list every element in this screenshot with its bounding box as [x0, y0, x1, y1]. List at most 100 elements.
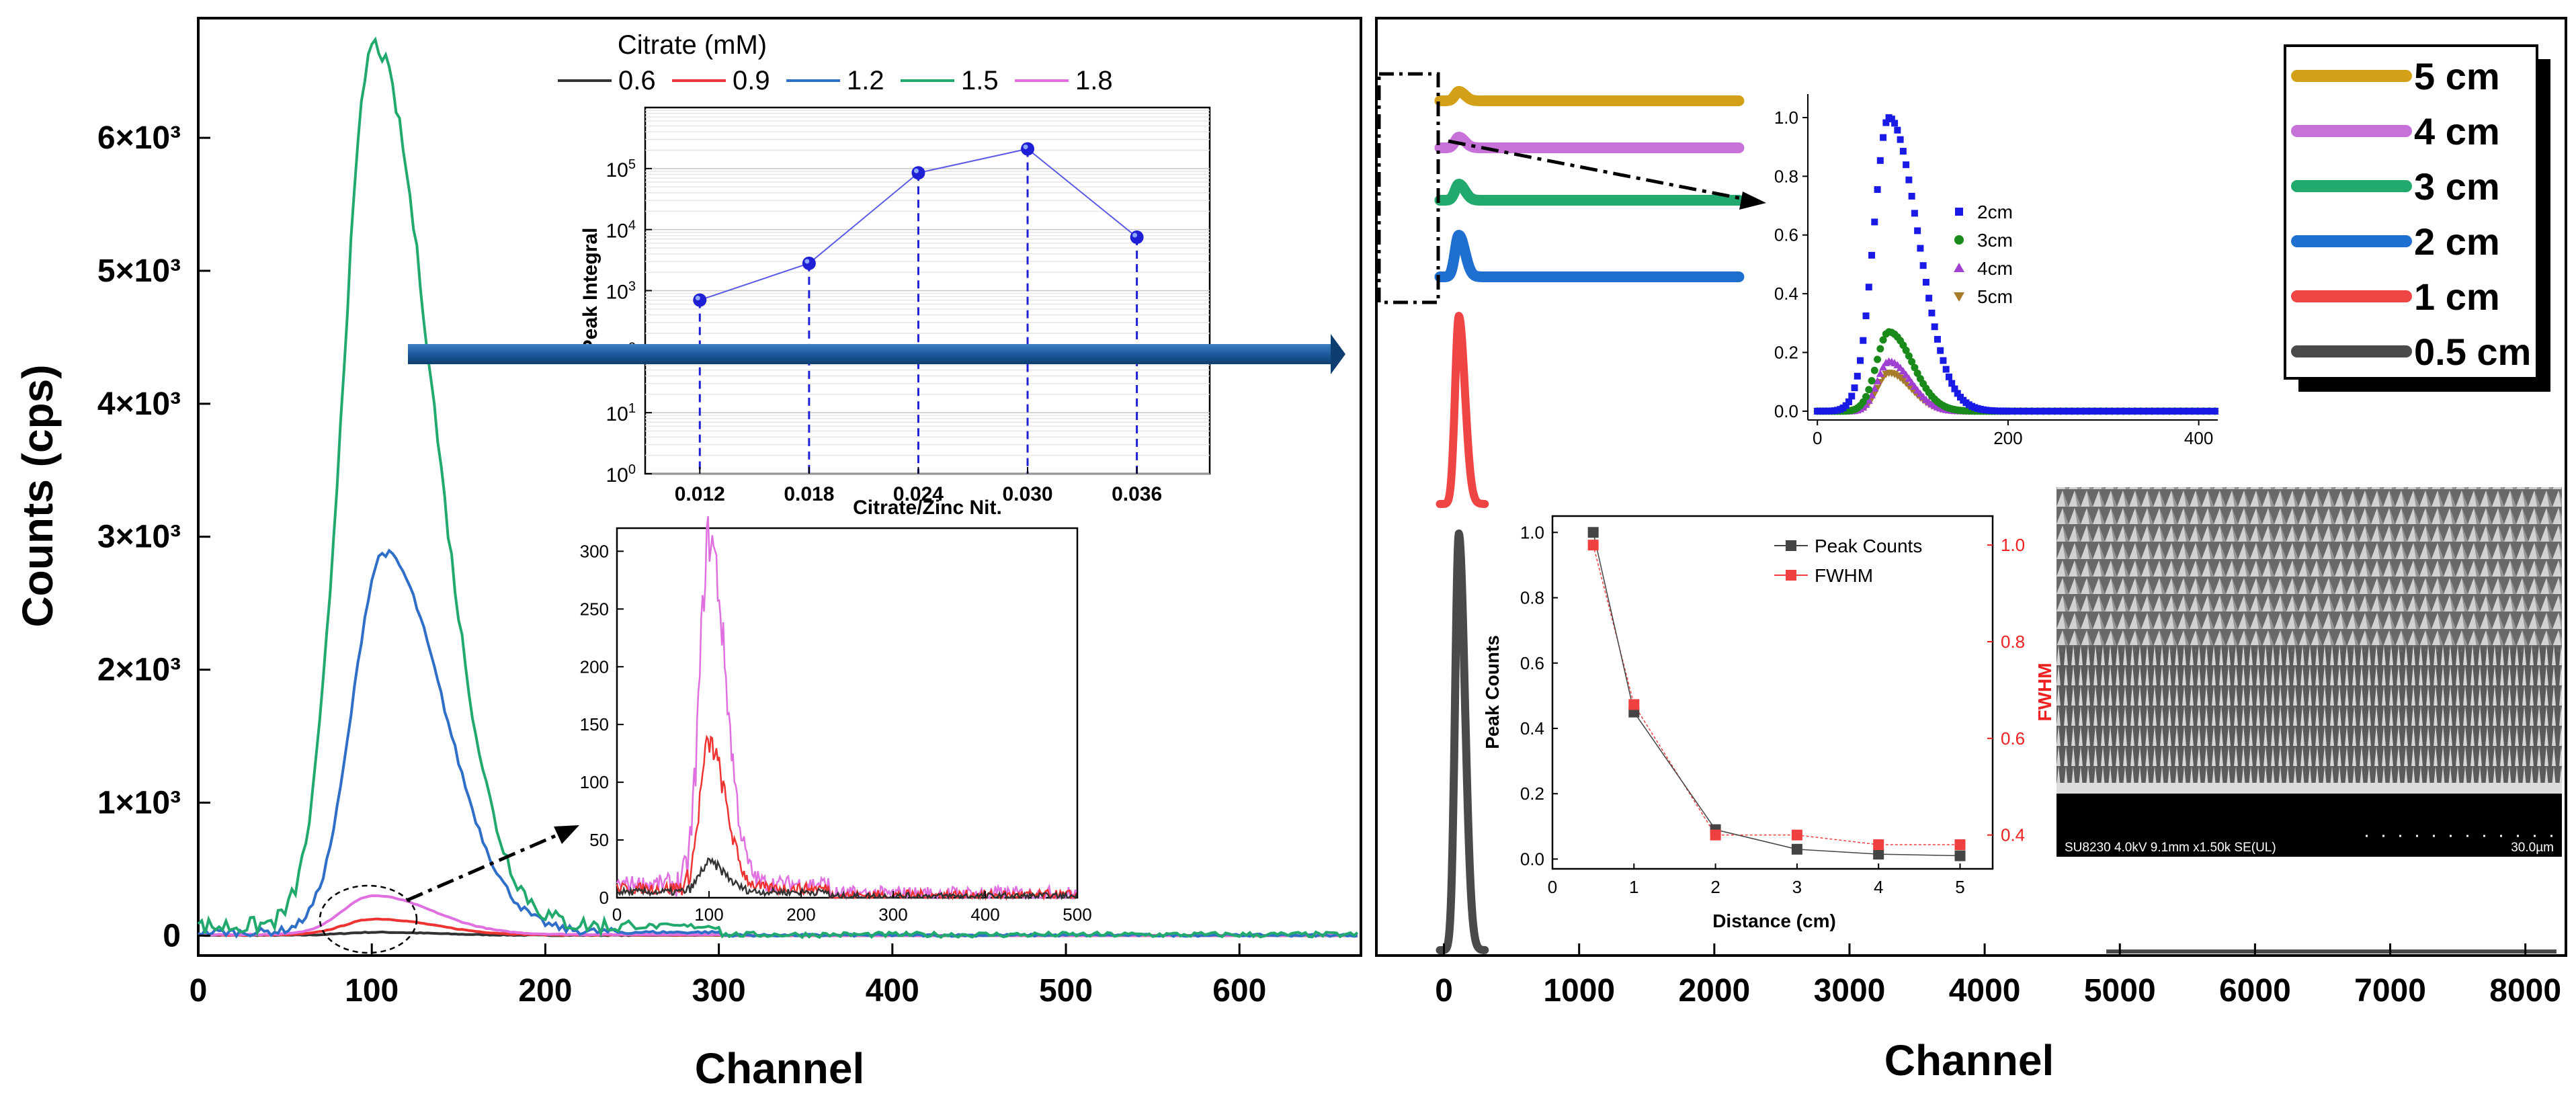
marker-2cm: [1922, 279, 1929, 286]
marker-3cm: [1879, 336, 1887, 344]
marker-2cm: [2034, 407, 2041, 415]
x-tick-label: 5: [1955, 877, 1964, 897]
legend-label-0.9: 0.9: [733, 66, 770, 95]
peak-counts-point: [1587, 527, 1599, 538]
marker-2cm: [1860, 337, 1867, 344]
left-main-axes: 0 100 200 300 400 500 60001×10³2×10³3×10³4×10³…: [97, 120, 1266, 1009]
marker-2cm: [2103, 407, 2110, 415]
x-tick-label: 0: [1813, 428, 1822, 448]
marker-2cm: [2040, 407, 2047, 415]
x-tick-label: 0.018: [784, 483, 834, 505]
x-tick-label: 0.036: [1112, 483, 1162, 505]
peak-integral-point: [1130, 230, 1144, 245]
marker-2cm: [2091, 407, 2098, 415]
peak-counts-point: [1954, 850, 1966, 861]
sem-caption: SU8230 4.0kV 9.1mm x1.50k SE(UL): [2065, 841, 2276, 855]
x-tick-label: 100: [345, 973, 399, 1009]
x-tick-label: 500: [1063, 904, 1091, 925]
x-tick-label: 1000: [1543, 973, 1615, 1009]
y-tick-label: 100: [606, 462, 636, 486]
right-main-xlabel: Channel: [1884, 1036, 2054, 1085]
offset-series-3cm: [1434, 179, 1745, 206]
y-tick-label: 104: [606, 218, 636, 243]
series-line-1.5: [197, 36, 1359, 939]
x-tick-label: 3000: [1814, 973, 1886, 1009]
peak-fwhm-ylabel: Peak Counts: [1482, 635, 1503, 749]
y-tick-label: 1.0: [1520, 522, 1544, 542]
marker-2cm: [1948, 380, 1956, 387]
marker-2cm: [2017, 407, 2024, 415]
marker-2cm: [2149, 407, 2156, 415]
marker-2cm: [1897, 136, 1904, 143]
peak-fwhm-inset: 0 1 2 3 4 5 0.0 0.2 0.4 0.6 0.8 1.0 0.4 0.6 0.8 1.0 Peak…: [1482, 515, 2055, 931]
marker-2cm: [1851, 384, 1858, 392]
x-tick-label: 4: [1874, 877, 1883, 897]
peak-fwhm-y2label: FWHM: [2034, 663, 2055, 721]
marker-4cm: [1864, 396, 1873, 404]
x-tick-label: 7000: [2354, 973, 2426, 1009]
marker-2cm: [2200, 407, 2207, 415]
y2-tick-label: 0.8: [2001, 632, 2025, 652]
marker-2cm: [1919, 262, 1927, 269]
marker-2cm: [2183, 407, 2190, 415]
marker-3cm: [1868, 377, 1876, 385]
x-tick-label: 100: [694, 904, 723, 925]
offset-series-2cm: [1434, 230, 1745, 282]
marker-2cm: [2165, 407, 2173, 415]
fwhm-line: [1592, 544, 1960, 845]
marker-3cm: [1876, 345, 1884, 353]
y-tick-label: 0.0: [1520, 849, 1544, 869]
marker-2cm: [2154, 407, 2161, 415]
marker-2cm: [2079, 407, 2087, 415]
y-tick-label: 0.6: [1774, 225, 1798, 245]
marker-2cm: [2097, 407, 2104, 415]
y2-tick-label: 0.4: [2001, 825, 2025, 845]
legend-label: 4cm: [1977, 258, 2013, 279]
point-highlight: [1132, 232, 1138, 238]
marker-3cm: [1902, 346, 1910, 354]
y-tick-label: 5×10³: [97, 253, 181, 289]
y-tick-label: 300: [580, 541, 609, 561]
peak-integral-point: [911, 166, 925, 180]
right-main-axes: 0 1000 2000 3000 4000 5000 6000 7000 8000: [1435, 943, 2561, 1009]
sem-scale: 30.0µm: [2511, 841, 2554, 855]
marker-2cm: [1917, 245, 1924, 252]
legend-label: 5cm: [1977, 286, 2013, 307]
y-tick-label: 0.8: [1774, 166, 1798, 186]
sem-image: SU8230 4.0kV 9.1mm x1.50k SE(UL) 30.0µm: [2056, 487, 2562, 857]
offset-series-0.5cm: [1436, 530, 1489, 954]
y-tick-label: 150: [580, 714, 609, 734]
marker-2cm: [1845, 398, 1852, 405]
offset-series-5cm: [1434, 86, 1745, 106]
marker-2cm: [2068, 407, 2075, 415]
y-tick-label: 250: [580, 599, 609, 619]
x-tick-label: 600: [1212, 973, 1266, 1009]
distance-legend: 5 cm 4 cm 3 cm 2 cm 1 cm 0.5 cm: [2284, 44, 2550, 392]
y-tick-label: 50: [589, 830, 609, 850]
marker-2cm: [2045, 407, 2052, 415]
x-tick-label: 2000: [1678, 973, 1750, 1009]
zoom-circle: [319, 884, 418, 954]
marker-2cm: [1911, 210, 1918, 217]
fwhm-point: [1791, 829, 1802, 841]
y2-tick-label: 1.0: [2001, 535, 2025, 555]
marker-2cm: [2028, 407, 2036, 415]
y-tick-label: 0: [599, 888, 609, 908]
fwhm-point: [1710, 829, 1721, 841]
y-tick-label: 3×10³: [97, 519, 181, 555]
fwhm-point: [1628, 699, 1640, 710]
peak-counts-point: [1791, 843, 1802, 855]
marker-3cm: [1865, 386, 1873, 394]
y-tick-label: 2×10³: [97, 652, 181, 688]
x-tick-label: 0: [612, 904, 622, 925]
marker-2cm: [2137, 407, 2145, 415]
legend-label: 2 cm: [2414, 220, 2500, 263]
point-highlight: [695, 296, 700, 301]
marker-2cm: [2114, 407, 2122, 415]
right-zoom-box: [1377, 72, 1440, 304]
x-tick-label: 0: [190, 973, 208, 1009]
marker-4cm: [1873, 376, 1882, 384]
point-highlight: [913, 168, 919, 173]
legend-label-0.6: 0.6: [618, 66, 656, 95]
right-zoom-arrow-head: [1739, 192, 1766, 210]
